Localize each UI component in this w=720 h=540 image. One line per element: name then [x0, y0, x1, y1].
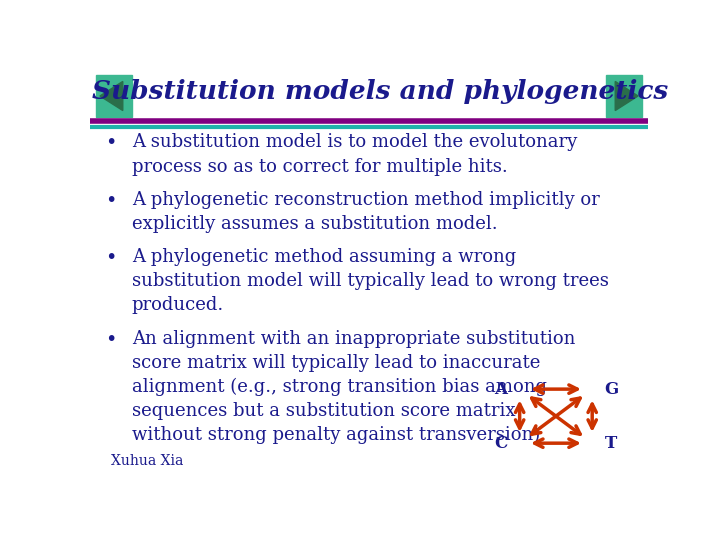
- Polygon shape: [100, 82, 123, 111]
- Text: without strong penalty against transversion): without strong penalty against transvers…: [132, 426, 540, 444]
- Text: A phylogenetic reconstruction method implicitly or: A phylogenetic reconstruction method imp…: [132, 191, 600, 209]
- Text: A: A: [495, 381, 508, 397]
- Text: A phylogenetic method assuming a wrong: A phylogenetic method assuming a wrong: [132, 248, 516, 266]
- Bar: [90, 65, 648, 119]
- Text: An alignment with an inappropriate substitution: An alignment with an inappropriate subst…: [132, 329, 575, 348]
- Text: •: •: [106, 133, 117, 152]
- Text: C: C: [494, 435, 508, 451]
- Text: G: G: [605, 381, 618, 397]
- Text: substitution model will typically lead to wrong trees: substitution model will typically lead t…: [132, 272, 608, 291]
- Text: produced.: produced.: [132, 296, 224, 314]
- Text: A substitution model is to model the evolutonary: A substitution model is to model the evo…: [132, 133, 577, 151]
- Text: •: •: [106, 191, 117, 210]
- Bar: [96, 75, 132, 117]
- Text: sequences but a substitution score matrix: sequences but a substitution score matri…: [132, 402, 516, 420]
- Bar: [606, 75, 642, 117]
- Text: process so as to correct for multiple hits.: process so as to correct for multiple hi…: [132, 158, 508, 176]
- Text: •: •: [106, 329, 117, 349]
- Text: alignment (e.g., strong transition bias among: alignment (e.g., strong transition bias …: [132, 378, 547, 396]
- Text: score matrix will typically lead to inaccurate: score matrix will typically lead to inac…: [132, 354, 540, 372]
- Text: •: •: [106, 248, 117, 267]
- Text: Xuhua Xia: Xuhua Xia: [111, 454, 184, 468]
- Polygon shape: [615, 82, 638, 111]
- Text: explicitly assumes a substitution model.: explicitly assumes a substitution model.: [132, 215, 498, 233]
- Text: T: T: [605, 435, 617, 451]
- Text: Substitution models and phylogenetics: Substitution models and phylogenetics: [92, 79, 668, 104]
